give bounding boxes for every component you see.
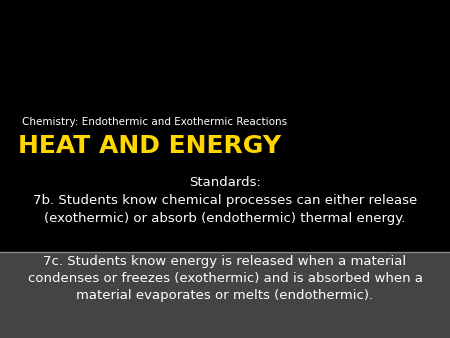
Text: 7c. Students know energy is released when a material
condenses or freezes (exoth: 7c. Students know energy is released whe… (27, 255, 423, 302)
Bar (0, 0, 450, 252)
Text: HEAT AND ENERGY: HEAT AND ENERGY (18, 134, 281, 158)
Text: Chemistry: Endothermic and Exothermic Reactions: Chemistry: Endothermic and Exothermic Re… (22, 117, 288, 127)
Bar (0, 252, 450, 338)
Text: Standards:
7b. Students know chemical processes can either release
(exothermic) : Standards: 7b. Students know chemical pr… (33, 176, 417, 225)
